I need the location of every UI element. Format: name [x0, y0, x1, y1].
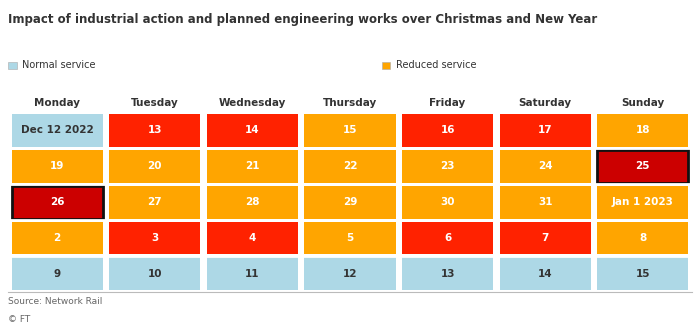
Text: 31: 31	[538, 197, 552, 207]
Bar	[402, 222, 493, 254]
Bar	[304, 222, 395, 254]
Bar	[206, 150, 298, 183]
Text: 13: 13	[440, 269, 455, 279]
Bar	[12, 258, 103, 290]
Text: 4: 4	[248, 233, 256, 243]
Text: 20: 20	[148, 161, 162, 171]
Text: 13: 13	[148, 126, 162, 135]
Bar	[109, 186, 200, 218]
Text: 22: 22	[343, 161, 357, 171]
Text: 14: 14	[538, 269, 552, 279]
Text: Friday: Friday	[430, 98, 466, 108]
Text: 14: 14	[245, 126, 260, 135]
Bar	[206, 222, 298, 254]
Text: 7: 7	[542, 233, 549, 243]
Bar	[109, 258, 200, 290]
Text: 3: 3	[151, 233, 158, 243]
Bar	[402, 114, 493, 147]
Bar	[597, 150, 688, 183]
Text: 2: 2	[54, 233, 61, 243]
Bar	[597, 222, 688, 254]
Text: 30: 30	[440, 197, 455, 207]
Bar	[500, 222, 591, 254]
Text: 11: 11	[245, 269, 260, 279]
Text: Impact of industrial action and planned engineering works over Christmas and New: Impact of industrial action and planned …	[8, 13, 598, 26]
Bar	[402, 186, 493, 218]
Text: 27: 27	[148, 197, 162, 207]
Text: Monday: Monday	[34, 98, 80, 108]
Bar	[206, 186, 298, 218]
Bar	[304, 258, 395, 290]
Text: 15: 15	[343, 126, 357, 135]
Bar	[500, 114, 591, 147]
Text: Thursday: Thursday	[323, 98, 377, 108]
Text: 8: 8	[639, 233, 646, 243]
Text: Sunday: Sunday	[621, 98, 664, 108]
Bar	[500, 186, 591, 218]
Text: Dec 12 2022: Dec 12 2022	[21, 126, 94, 135]
Bar	[500, 150, 591, 183]
Text: Reduced service: Reduced service	[396, 60, 477, 70]
Text: Wednesday: Wednesday	[218, 98, 286, 108]
Bar	[304, 114, 395, 147]
Text: 18: 18	[636, 126, 650, 135]
Bar	[109, 150, 200, 183]
Text: 19: 19	[50, 161, 64, 171]
Text: 16: 16	[440, 126, 455, 135]
Text: 9: 9	[54, 269, 61, 279]
Bar	[597, 258, 688, 290]
Bar	[12, 222, 103, 254]
Text: Source: Network Rail: Source: Network Rail	[8, 297, 103, 306]
Bar	[109, 222, 200, 254]
Text: Saturday: Saturday	[519, 98, 572, 108]
Bar	[206, 258, 298, 290]
Bar	[8, 63, 17, 69]
Text: Tuesday: Tuesday	[131, 98, 178, 108]
Text: 23: 23	[440, 161, 455, 171]
Text: Jan 1 2023: Jan 1 2023	[612, 197, 673, 207]
Text: Normal service: Normal service	[22, 60, 96, 70]
Bar	[500, 258, 591, 290]
Bar	[402, 150, 493, 183]
Bar	[304, 186, 395, 218]
Text: 28: 28	[245, 197, 260, 207]
Text: © FT: © FT	[8, 315, 31, 324]
Bar	[597, 186, 688, 218]
Bar	[597, 114, 688, 147]
Text: 26: 26	[50, 197, 64, 207]
Bar	[109, 114, 200, 147]
Text: 25: 25	[636, 161, 650, 171]
Text: 29: 29	[343, 197, 357, 207]
Text: 15: 15	[636, 269, 650, 279]
Text: 21: 21	[245, 161, 260, 171]
Text: 10: 10	[148, 269, 162, 279]
Text: 6: 6	[444, 233, 452, 243]
Bar	[597, 150, 688, 183]
Bar	[206, 114, 298, 147]
Text: 12: 12	[343, 269, 357, 279]
Text: 5: 5	[346, 233, 354, 243]
Bar	[12, 186, 103, 218]
Bar	[12, 114, 103, 147]
Bar	[402, 258, 493, 290]
Bar	[382, 63, 391, 69]
Bar	[304, 150, 395, 183]
Text: 24: 24	[538, 161, 552, 171]
Text: 17: 17	[538, 126, 552, 135]
Bar	[12, 186, 103, 218]
Bar	[12, 150, 103, 183]
